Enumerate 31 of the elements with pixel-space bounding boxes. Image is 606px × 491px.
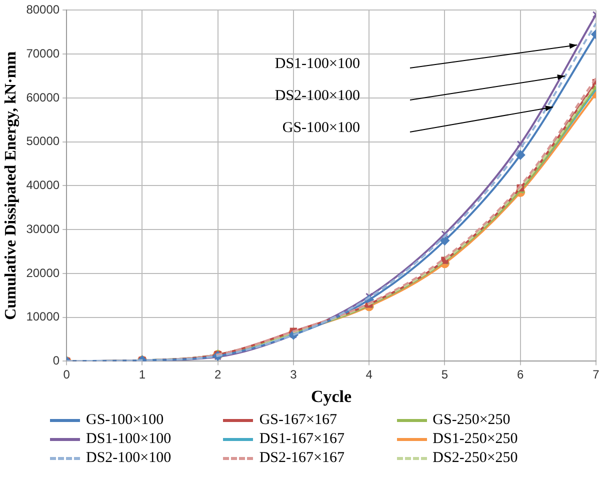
- x-tick-label: 7: [592, 368, 600, 382]
- y-tick-label: 30000: [26, 222, 60, 236]
- legend-label: GS-167×167: [259, 412, 337, 429]
- legend-label: DS2-100×100: [86, 450, 172, 467]
- x-axis-title: Cycle: [310, 387, 352, 406]
- legend-label: DS1-100×100: [86, 431, 172, 448]
- x-tick-label: 1: [138, 368, 146, 382]
- annotation: GS-100×100: [282, 120, 360, 136]
- y-tick-label: 0: [52, 354, 60, 368]
- y-tick-label: 10000: [26, 310, 60, 324]
- legend-label: DS2-250×250: [432, 450, 518, 467]
- x-tick-label: 4: [366, 368, 373, 382]
- y-tick-label: 50000: [26, 134, 60, 148]
- x-tick-label: 5: [441, 368, 448, 382]
- annotation: DS1-100×100: [274, 56, 360, 72]
- legend-label: DS1-167×167: [259, 431, 344, 448]
- x-tick-label: 3: [290, 368, 298, 382]
- legend-label: DS1-250×250: [432, 431, 518, 448]
- y-tick-label: 70000: [26, 46, 60, 60]
- x-tick-label: 2: [214, 368, 222, 382]
- legend-label: GS-250×250: [432, 412, 510, 429]
- y-tick-label: 80000: [26, 2, 60, 17]
- x-tick-label: 6: [517, 368, 524, 382]
- y-tick-label: 20000: [26, 266, 60, 280]
- y-tick-label: 40000: [26, 178, 60, 192]
- y-axis-title: Cumulative Dissipated Energy, kN·mm: [2, 50, 20, 320]
- x-tick-label: 0: [63, 368, 70, 382]
- y-tick-label: 60000: [26, 90, 60, 104]
- legend-label: GS-100×100: [86, 412, 164, 429]
- annotation: DS2-100×100: [274, 88, 360, 104]
- legend-label: DS2-167×167: [259, 450, 344, 467]
